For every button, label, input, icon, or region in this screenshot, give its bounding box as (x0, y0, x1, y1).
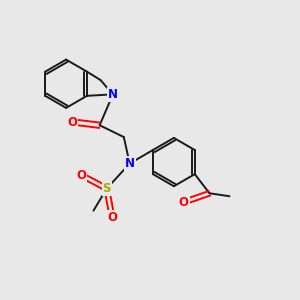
Text: O: O (108, 211, 118, 224)
Text: O: O (179, 196, 189, 208)
Text: O: O (67, 116, 77, 129)
Text: N: N (108, 88, 118, 101)
Text: S: S (103, 182, 111, 195)
Text: O: O (76, 169, 86, 182)
Text: N: N (125, 157, 135, 170)
